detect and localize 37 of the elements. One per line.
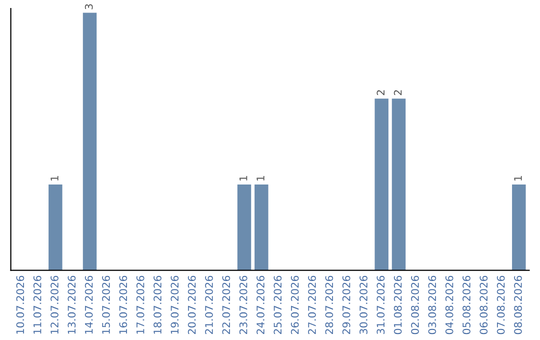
x-tick-label: 04.08.2026 bbox=[445, 276, 454, 334]
x-tick-label: 15.07.2026 bbox=[102, 276, 110, 334]
x-tick-label: 12.07.2026 bbox=[50, 276, 58, 334]
x-tick-label: 30.07.2026 bbox=[360, 276, 368, 334]
x-tick-label: 13.07.2026 bbox=[68, 276, 76, 334]
x-tick-label: 24.07.2026 bbox=[256, 276, 264, 334]
x-tick-label: 16.07.2026 bbox=[119, 276, 128, 334]
data-label: 3 bbox=[84, 4, 93, 10]
x-tick-label: 20.07.2026 bbox=[188, 276, 196, 334]
data-label: 2 bbox=[376, 90, 384, 96]
x-tick-label: 14.07.2026 bbox=[84, 276, 93, 334]
x-tick-label: 01.08.2026 bbox=[394, 276, 402, 334]
x-tick-label: 03.08.2026 bbox=[428, 276, 436, 334]
data-label: 1 bbox=[256, 176, 264, 181]
x-tick-label: 26.07.2026 bbox=[290, 276, 299, 334]
x-tick-label: 07.08.2026 bbox=[496, 276, 505, 334]
x-tick-label: 21.07.2026 bbox=[205, 276, 213, 334]
x-tick-label: 23.07.2026 bbox=[239, 276, 248, 334]
x-tick-label: 25.07.2026 bbox=[274, 276, 282, 334]
x-tick-label: 08.08.2026 bbox=[514, 276, 522, 334]
x-tick-label: 27.07.2026 bbox=[308, 276, 316, 334]
x-tick-label: 31.07.2026 bbox=[376, 276, 385, 334]
x-tick-label: 17.07.2026 bbox=[136, 276, 144, 334]
x-tick-label: 02.08.2026 bbox=[411, 276, 419, 334]
x-tick-label: 28.07.2026 bbox=[325, 276, 334, 334]
data-label: 1 bbox=[240, 176, 248, 181]
x-tick-label: 22.07.2026 bbox=[222, 276, 230, 334]
data-label: 2 bbox=[394, 90, 402, 96]
data-label: 1 bbox=[50, 176, 58, 181]
x-tick-label: 29.07.2026 bbox=[342, 276, 350, 334]
x-tick-label: 06.08.2026 bbox=[480, 276, 488, 334]
x-tick-label: 05.08.2026 bbox=[462, 276, 470, 334]
x-tick-label: 11.07.2026 bbox=[33, 276, 42, 334]
data-label: 1 bbox=[514, 176, 522, 181]
x-tick-label: 18.07.2026 bbox=[154, 276, 162, 334]
x-tick-label: 10.07.2026 bbox=[16, 276, 24, 334]
x-tick-label: 19.07.2026 bbox=[170, 276, 179, 334]
